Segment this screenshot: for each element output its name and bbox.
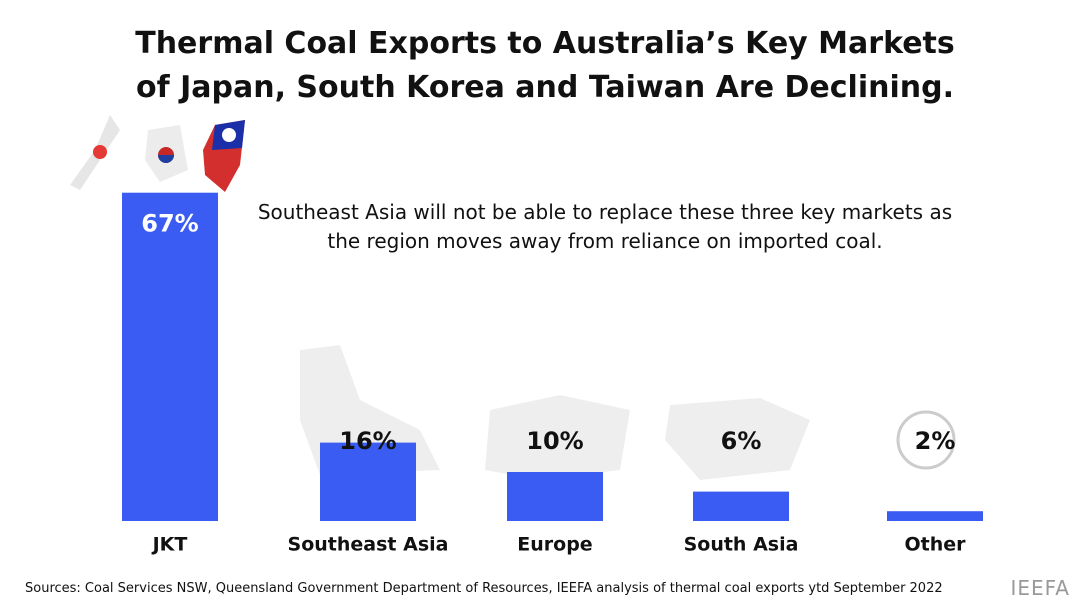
x-tick-label: South Asia [684,534,799,556]
flags-decoration [70,115,956,480]
chart-title: Thermal Coal Exports to Australia’s Key … [135,26,955,105]
x-tick-label: Europe [517,534,592,556]
brand-logo: IEEFA [1010,576,1070,600]
value-label: 2% [915,427,956,455]
x-tick-label: Other [904,534,966,556]
x-tick-label: Southeast Asia [288,534,449,556]
bar [507,472,603,521]
bar [887,511,983,521]
bar [693,491,789,521]
value-label: 16% [339,427,396,455]
value-label: 6% [721,427,762,455]
value-label: 67% [141,210,198,238]
annotation: Southeast Asia will not be able to repla… [257,200,953,253]
source-note: Sources: Coal Services NSW, Queensland G… [25,581,943,596]
value-label: 10% [526,427,583,455]
bar [320,442,416,521]
x-tick-label: JKT [151,534,188,556]
bar [122,192,218,521]
